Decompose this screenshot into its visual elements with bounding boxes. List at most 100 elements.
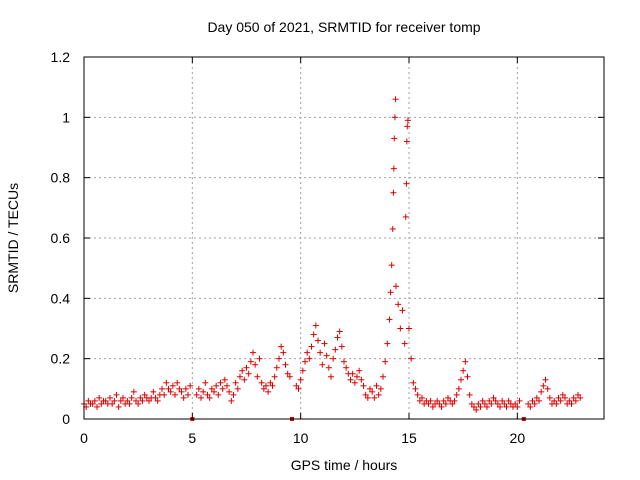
data-point xyxy=(410,379,417,386)
data-point xyxy=(392,96,399,103)
data-point xyxy=(304,349,311,356)
data-point xyxy=(330,355,337,362)
data-point xyxy=(98,400,105,407)
data-point xyxy=(406,325,412,332)
data-point xyxy=(213,382,220,389)
data-point xyxy=(388,262,395,269)
data-point xyxy=(228,397,235,404)
data-point xyxy=(503,403,510,410)
data-point xyxy=(146,397,152,404)
data-point xyxy=(180,394,187,401)
data-point xyxy=(208,385,215,392)
data-point xyxy=(297,376,304,383)
data-point xyxy=(412,385,419,392)
data-point xyxy=(375,391,382,398)
data-point xyxy=(473,406,480,413)
data-point xyxy=(282,361,289,368)
data-point xyxy=(126,400,133,407)
data-point xyxy=(215,391,222,398)
data-point xyxy=(293,382,300,389)
data-point xyxy=(252,361,259,368)
data-point xyxy=(436,400,443,407)
data-point xyxy=(453,391,460,398)
data-point xyxy=(130,388,137,395)
data-point xyxy=(536,397,542,404)
data-point xyxy=(85,397,92,404)
data-point xyxy=(562,394,568,401)
data-point xyxy=(364,394,371,401)
x-tick-label: 5 xyxy=(188,430,196,446)
data-point xyxy=(462,358,469,365)
data-point xyxy=(204,391,211,398)
x-axis-label: GPS time / hours xyxy=(291,457,398,473)
data-point xyxy=(494,400,501,407)
data-point xyxy=(373,382,380,389)
data-point xyxy=(141,391,148,398)
data-point xyxy=(540,382,547,389)
data-point xyxy=(237,373,243,380)
data-point xyxy=(389,225,396,232)
data-point xyxy=(401,340,408,347)
data-point xyxy=(250,349,256,356)
data-point xyxy=(89,400,96,407)
x-tick-label: 0 xyxy=(80,430,88,446)
data-point xyxy=(286,373,293,380)
data-point xyxy=(393,283,399,290)
data-point xyxy=(531,400,538,407)
data-point xyxy=(391,135,398,142)
data-point xyxy=(438,403,445,410)
x-tick-label: 20 xyxy=(510,430,526,446)
data-point xyxy=(263,382,269,389)
x-tick-label: 10 xyxy=(293,430,309,446)
data-point xyxy=(165,385,172,392)
data-point xyxy=(325,364,332,371)
data-point xyxy=(310,331,317,338)
data-point xyxy=(440,397,447,404)
data-point xyxy=(360,382,367,389)
data-point xyxy=(449,400,456,407)
data-point xyxy=(276,355,282,362)
data-point xyxy=(404,123,411,130)
data-point xyxy=(239,367,246,374)
data-point xyxy=(386,316,393,323)
data-point xyxy=(306,355,313,362)
data-point xyxy=(354,373,360,380)
data-point xyxy=(169,382,176,389)
y-axis-label: SRMTID / TECUs xyxy=(5,183,21,293)
data-point xyxy=(384,340,391,347)
data-point xyxy=(546,394,553,401)
data-point xyxy=(280,349,287,356)
data-point xyxy=(178,388,185,395)
data-point xyxy=(377,385,384,392)
data-point xyxy=(302,358,308,365)
data-point xyxy=(395,301,402,308)
data-point xyxy=(334,334,341,341)
data-point xyxy=(115,403,122,410)
data-point xyxy=(419,394,425,401)
data-point xyxy=(109,400,116,407)
data-point xyxy=(512,400,519,407)
data-point xyxy=(544,385,551,392)
y-tick-label: 0 xyxy=(62,411,70,427)
data-point xyxy=(273,364,280,371)
data-point xyxy=(575,391,581,398)
data-point xyxy=(133,397,139,404)
data-point xyxy=(260,385,267,392)
data-point xyxy=(135,400,142,407)
data-point xyxy=(458,376,464,383)
data-point xyxy=(492,397,499,404)
data-point xyxy=(371,394,378,401)
data-point xyxy=(427,397,434,404)
data-point xyxy=(211,388,217,395)
y-tick-label: 0.6 xyxy=(51,230,71,246)
data-point xyxy=(202,379,209,386)
data-point xyxy=(174,379,181,386)
data-point xyxy=(278,343,285,350)
data-point xyxy=(362,391,369,398)
data-point xyxy=(221,376,228,383)
data-point xyxy=(254,373,261,380)
data-point xyxy=(468,400,475,407)
data-point xyxy=(312,322,319,329)
data-point xyxy=(137,394,144,401)
data-point xyxy=(245,370,252,377)
